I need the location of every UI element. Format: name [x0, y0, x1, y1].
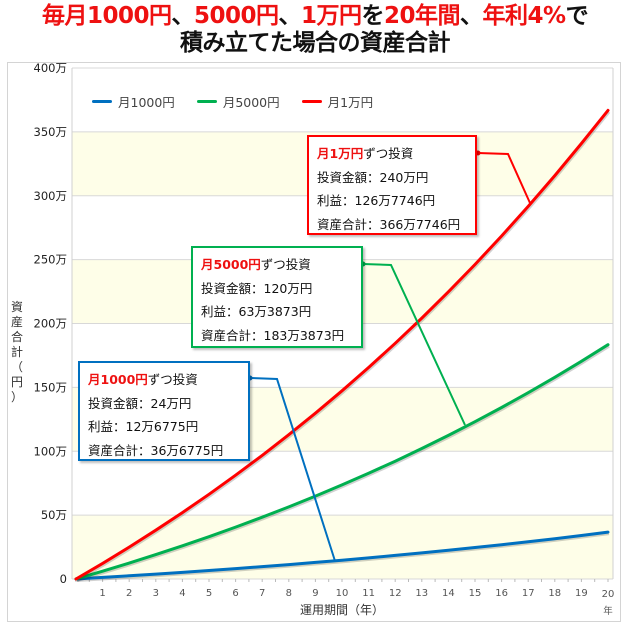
title-part: 年利4% — [482, 3, 567, 29]
title-part: を — [361, 3, 384, 29]
legend-item-1000: 月1000円 — [92, 92, 175, 111]
annotation-heading: 月5000円ずつ投資 — [201, 253, 353, 277]
series-shadow — [76, 110, 611, 582]
x-tick-label: 1 — [99, 588, 105, 599]
x-tick-label: 2 — [126, 588, 132, 599]
title-part: 、 — [278, 3, 301, 29]
y-tick-label: 0 — [60, 572, 67, 586]
title-part: 毎月1000円 — [41, 3, 172, 29]
x-tick-label: 15 — [469, 588, 482, 599]
annotation-total: 資産合計：36万6775円 — [88, 442, 224, 458]
annotation-total: 資産合計：366万7746円 — [317, 216, 461, 232]
series-line — [74, 530, 610, 581]
annotation-leader-line — [362, 263, 466, 426]
legend-label: 月5000円 — [222, 95, 280, 110]
title-part: 1万円 — [300, 3, 362, 29]
annotation-highlight: 月1万円 — [317, 146, 364, 161]
title-part: 、 — [171, 3, 194, 29]
title-part: で — [565, 3, 589, 29]
annotation-leader-line — [477, 152, 531, 204]
x-tick-label: 17 — [522, 588, 535, 599]
series-shadow — [76, 532, 610, 582]
x-tick-label: 3 — [153, 588, 159, 599]
title-part: 20年間 — [383, 3, 461, 29]
annotation-heading-rest: ずつ投資 — [147, 372, 198, 387]
legend-swatch-green — [196, 100, 217, 103]
annotation-box-5000: 月5000円ずつ投資 投資金額：120万円 利益：63万3873円 資産合計：1… — [191, 246, 363, 348]
legend-label: 月1万円 — [327, 95, 374, 110]
series-shadow — [76, 344, 610, 582]
x-tick-label: 9 — [312, 588, 318, 599]
series-line — [74, 343, 610, 581]
annotation-highlight: 月5000円 — [201, 257, 261, 272]
annotation-leader-line — [249, 377, 336, 562]
title-line-1: 毎月1000円、5000円、1万円を20年間、年利4%で — [0, 3, 630, 30]
annotation-heading-rest: ずつ投資 — [260, 257, 311, 272]
annotation-profit: 利益：126万7746円 — [317, 193, 436, 208]
y-tick-label: 350万 — [34, 125, 67, 139]
x-tick-label: 6 — [232, 588, 238, 599]
series-line — [74, 108, 610, 581]
annotation-invested: 投資金額：24万円 — [88, 395, 192, 411]
x-tick-label: 5 — [206, 588, 212, 599]
annotation-invested: 投資金額：240万円 — [317, 169, 429, 185]
x-tick-label: 14 — [442, 588, 455, 599]
x-tick-label: 20 — [602, 589, 615, 600]
legend-label: 月1000円 — [118, 95, 175, 110]
y-axis-title: 資産合計（円） — [10, 300, 23, 404]
x-tick-label: 8 — [286, 588, 292, 599]
x-axis-unit: 年 — [603, 605, 613, 617]
title-part: 、 — [460, 3, 483, 29]
annotation-box-10000: 月1万円ずつ投資 投資金額：240万円 利益：126万7746円 資産合計：36… — [307, 135, 477, 235]
annotation-profit: 利益：12万6775円 — [88, 419, 199, 434]
x-tick-label: 11 — [362, 588, 375, 599]
legend: 月1000円 月5000円 月1万円 — [92, 92, 373, 111]
y-tick-label: 200万 — [34, 317, 67, 331]
y-tick-label: 150万 — [34, 380, 67, 394]
y-tick-label: 100万 — [34, 444, 67, 458]
legend-item-10000: 月1万円 — [301, 92, 374, 111]
title-part: 5000円 — [193, 3, 279, 29]
x-axis-title: 運用期間（年） — [300, 603, 384, 617]
grid-band — [72, 515, 613, 579]
legend-swatch-red — [301, 100, 322, 103]
x-tick-label: 10 — [336, 588, 349, 599]
x-tick-label: 13 — [415, 588, 428, 599]
annotation-profit: 利益：63万3873円 — [201, 304, 312, 319]
x-tick-label: 19 — [575, 588, 588, 599]
x-tick-label: 12 — [389, 588, 402, 599]
x-tick-label: 18 — [548, 588, 561, 599]
chart-title: 毎月1000円、5000円、1万円を20年間、年利4%で 積み立てた場合の資産合… — [0, 3, 630, 57]
x-tick-label: 4 — [179, 588, 185, 599]
annotation-total: 資産合計：183万3873円 — [201, 327, 345, 343]
legend-item-5000: 月5000円 — [196, 92, 280, 111]
annotation-invested: 投資金額：120万円 — [201, 280, 313, 296]
legend-swatch-blue — [92, 100, 112, 103]
y-tick-label: 50万 — [41, 508, 67, 522]
title-line-2: 積み立てた場合の資産合計 — [180, 30, 451, 56]
x-tick-label: 7 — [259, 588, 265, 599]
chart-frame — [7, 62, 621, 622]
y-tick-label: 300万 — [34, 189, 67, 203]
y-tick-label: 400万 — [34, 61, 67, 75]
x-tick-label: 16 — [495, 588, 508, 599]
annotation-heading: 月1000円ずつ投資 — [88, 368, 240, 392]
annotation-highlight: 月1000円 — [88, 372, 148, 387]
annotation-heading-rest: ずつ投資 — [363, 146, 414, 161]
y-tick-label: 250万 — [34, 253, 67, 267]
annotation-heading: 月1万円ずつ投資 — [317, 142, 467, 166]
annotation-box-1000: 月1000円ずつ投資 投資金額：24万円 利益：12万6775円 資産合計：36… — [78, 361, 250, 461]
